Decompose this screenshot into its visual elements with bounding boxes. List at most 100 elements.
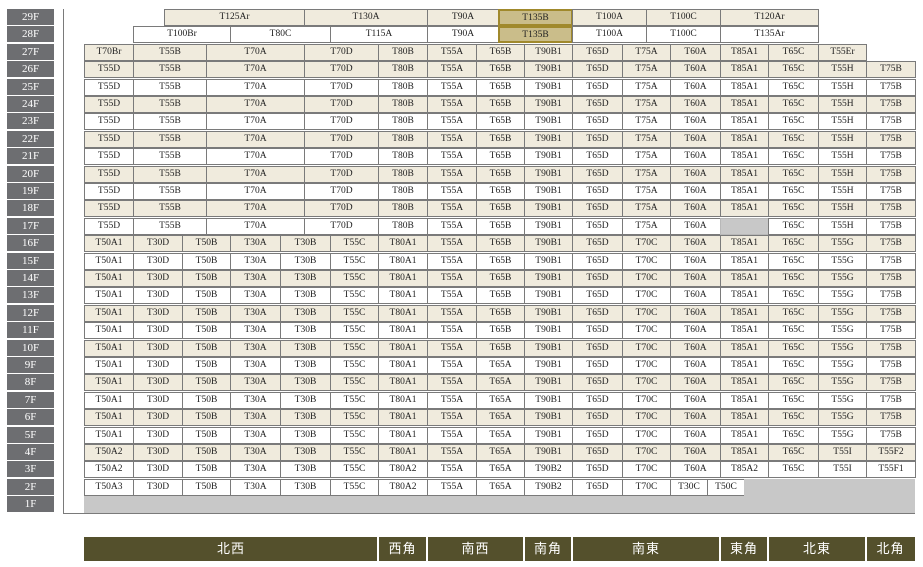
unit-cell-t50b[interactable]: T50B [182,479,231,496]
unit-cell-t90b1[interactable]: T90B1 [524,427,573,444]
unit-cell-t65a[interactable]: T65A [476,479,525,496]
unit-cell-t90b1[interactable]: T90B1 [524,131,573,148]
unit-cell-t75a[interactable]: T75A [622,200,671,217]
unit-cell-t60a[interactable]: T60A [670,200,721,217]
unit-cell-t85a1[interactable]: T85A1 [720,270,769,287]
unit-cell-t65d[interactable]: T65D [572,148,623,165]
unit-cell-t90b1[interactable]: T90B1 [524,235,573,252]
unit-cell-t65a[interactable]: T65A [476,461,525,478]
unit-cell-t55a[interactable]: T55A [427,340,477,357]
unit-cell-t80a1[interactable]: T80A1 [378,427,428,444]
unit-cell-t65b[interactable]: T65B [476,270,525,287]
unit-cell-t55g[interactable]: T55G [818,340,867,357]
unit-cell-t50b[interactable]: T50B [182,235,231,252]
unit-cell-t80a1[interactable]: T80A1 [378,444,428,461]
unit-cell-t65c[interactable]: T65C [768,113,819,130]
unit-cell-t70a[interactable]: T70A [206,166,305,183]
unit-cell-t55b[interactable]: T55B [133,200,207,217]
unit-cell-t50a1[interactable]: T50A1 [84,305,134,322]
unit-cell-t55a[interactable]: T55A [427,444,477,461]
unit-cell-t55a[interactable]: T55A [427,61,477,78]
unit-cell-t75b[interactable]: T75B [866,392,916,409]
unit-cell-t75b[interactable]: T75B [866,183,916,200]
unit-cell-t60a[interactable]: T60A [670,61,721,78]
unit-cell-t85a1[interactable]: T85A1 [720,253,769,270]
unit-cell-t70d[interactable]: T70D [304,96,379,113]
unit-cell-t75b[interactable]: T75B [866,148,916,165]
unit-cell-t65d[interactable]: T65D [572,479,623,496]
unit-cell-t65c[interactable]: T65C [768,340,819,357]
unit-cell-t80c[interactable]: T80C [230,26,331,43]
unit-cell-t65d[interactable]: T65D [572,287,623,304]
unit-cell-t55d[interactable]: T55D [84,200,134,217]
unit-cell-t65b[interactable]: T65B [476,200,525,217]
unit-cell-t65c[interactable]: T65C [768,409,819,426]
unit-cell-t80b[interactable]: T80B [378,200,428,217]
unit-cell-t55f1[interactable]: T55F1 [866,461,916,478]
unit-cell-t65a[interactable]: T65A [476,444,525,461]
unit-cell-t55g[interactable]: T55G [818,392,867,409]
unit-cell-t70d[interactable]: T70D [304,166,379,183]
unit-cell-t75a[interactable]: T75A [622,148,671,165]
unit-cell-t65b[interactable]: T65B [476,79,525,96]
unit-cell-t50b[interactable]: T50B [182,340,231,357]
unit-cell-t50b[interactable]: T50B [182,461,231,478]
unit-cell-t55a[interactable]: T55A [427,322,477,339]
unit-cell-t65b[interactable]: T65B [476,340,525,357]
unit-cell-t65c[interactable]: T65C [768,374,819,391]
unit-cell-t65d[interactable]: T65D [572,270,623,287]
unit-cell-t55a[interactable]: T55A [427,148,477,165]
unit-cell-t55c[interactable]: T55C [330,235,379,252]
unit-cell-t80b[interactable]: T80B [378,183,428,200]
unit-cell-t55h[interactable]: T55H [818,131,867,148]
unit-cell-t90b1[interactable]: T90B1 [524,287,573,304]
unit-cell-t30b[interactable]: T30B [280,392,331,409]
unit-cell-t55d[interactable]: T55D [84,113,134,130]
unit-cell-t75b[interactable]: T75B [866,61,916,78]
unit-cell-t55a[interactable]: T55A [427,305,477,322]
unit-cell-t55d[interactable]: T55D [84,79,134,96]
unit-cell-t70a[interactable]: T70A [206,131,305,148]
unit-cell-t75a[interactable]: T75A [622,218,671,235]
unit-cell-t30b[interactable]: T30B [280,340,331,357]
unit-cell-t80a1[interactable]: T80A1 [378,305,428,322]
unit-cell-t55g[interactable]: T55G [818,305,867,322]
unit-cell-t75b[interactable]: T75B [866,131,916,148]
unit-cell-t75b[interactable]: T75B [866,287,916,304]
unit-cell-t80a2[interactable]: T80A2 [378,479,428,496]
unit-cell-t55d[interactable]: T55D [84,166,134,183]
unit-cell-t30b[interactable]: T30B [280,253,331,270]
unit-cell-t65d[interactable]: T65D [572,444,623,461]
unit-cell-t55a[interactable]: T55A [427,235,477,252]
unit-cell-t50a1[interactable]: T50A1 [84,235,134,252]
unit-cell-t55a[interactable]: T55A [427,183,477,200]
unit-cell-t30d[interactable]: T30D [133,357,183,374]
unit-cell-t75b[interactable]: T75B [866,270,916,287]
unit-cell-t70br[interactable]: T70Br [84,44,134,61]
unit-cell-t30a[interactable]: T30A [230,427,281,444]
unit-cell-t55a[interactable]: T55A [427,409,477,426]
unit-cell-t55h[interactable]: T55H [818,79,867,96]
unit-cell-t65c[interactable]: T65C [768,287,819,304]
unit-cell-t55a[interactable]: T55A [427,357,477,374]
unit-cell-t75b[interactable]: T75B [866,409,916,426]
unit-cell-t50a2[interactable]: T50A2 [84,444,134,461]
unit-cell-t65c[interactable]: T65C [768,392,819,409]
unit-cell-t90b1[interactable]: T90B1 [524,305,573,322]
unit-cell-t30b[interactable]: T30B [280,235,331,252]
unit-cell-t75a[interactable]: T75A [622,131,671,148]
unit-cell-t55a[interactable]: T55A [427,392,477,409]
unit-cell-t60a[interactable]: T60A [670,183,721,200]
unit-cell-t70c[interactable]: T70C [622,374,671,391]
unit-cell-t135b[interactable]: T135B [498,9,573,26]
unit-cell-t55b[interactable]: T55B [133,166,207,183]
unit-cell-t80a1[interactable]: T80A1 [378,340,428,357]
unit-cell-t65d[interactable]: T65D [572,218,623,235]
unit-cell-t60a[interactable]: T60A [670,235,721,252]
unit-cell-t70a[interactable]: T70A [206,79,305,96]
unit-cell-t65d[interactable]: T65D [572,200,623,217]
unit-cell-t80a1[interactable]: T80A1 [378,253,428,270]
unit-cell-t70d[interactable]: T70D [304,183,379,200]
unit-cell-t65c[interactable]: T65C [768,96,819,113]
unit-cell-t65d[interactable]: T65D [572,131,623,148]
